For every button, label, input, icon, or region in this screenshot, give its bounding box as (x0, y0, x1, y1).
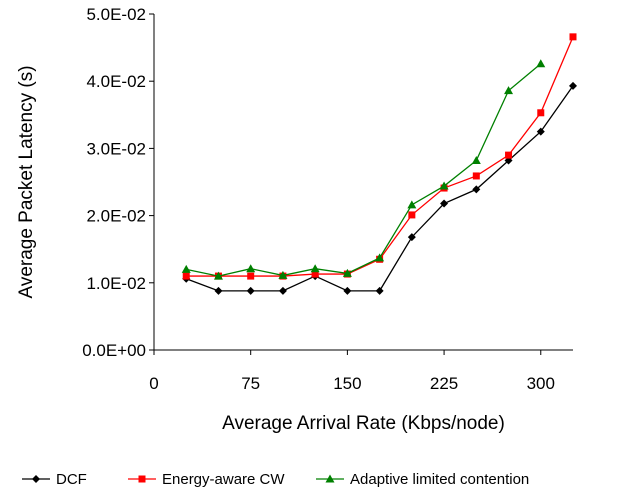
series-line (186, 63, 542, 277)
data-point (278, 286, 287, 295)
axes (149, 13, 573, 355)
data-point (247, 272, 255, 280)
x-tick-label: 300 (527, 374, 555, 393)
data-point (439, 181, 449, 190)
data-point (537, 109, 545, 117)
series-energy-aware-cw (182, 33, 577, 280)
x-axis-title: Average Arrival Rate (Kbps/node) (222, 413, 505, 434)
y-tick-label: 2.0E-02 (86, 207, 146, 226)
legend: DCF Energy-aware CW Adaptive limited conte… (22, 471, 529, 488)
y-tick-label: 0.0E+00 (82, 341, 146, 360)
legend-marker (32, 475, 40, 483)
y-tick-label: 1.0E-02 (86, 274, 146, 293)
legend-item: DCF (22, 471, 87, 488)
plot-area (181, 33, 577, 295)
data-point (246, 286, 255, 295)
x-tick-label: 150 (333, 374, 361, 393)
x-tick-label: 0 (149, 374, 158, 393)
legend-label: DCF (56, 471, 87, 488)
series-dcf (182, 81, 577, 295)
data-point (407, 200, 417, 209)
y-tick-label: 5.0E-02 (86, 5, 146, 24)
data-point (504, 86, 514, 95)
x-tick-label: 225 (430, 374, 458, 393)
data-point (182, 272, 190, 280)
data-point (407, 233, 416, 242)
data-point (213, 271, 223, 280)
series-line (186, 36, 574, 277)
legend-label: Energy-aware CW (162, 471, 285, 488)
tick-labels: 0.0E+00 1.0E-02 2.0E-02 3.0E-02 4.0E-02 5.0E-… (82, 5, 555, 393)
data-point (214, 286, 223, 295)
y-axis-title: Average Packet Latency (s) (16, 65, 37, 298)
data-point (569, 33, 577, 41)
data-point (343, 286, 352, 295)
data-point (440, 199, 449, 208)
legend-marker (138, 475, 146, 483)
data-point (536, 127, 545, 136)
data-point (536, 59, 546, 68)
data-point (181, 264, 191, 273)
series-adaptive-limited-contention (181, 59, 546, 280)
data-point (505, 151, 513, 159)
data-point (472, 185, 481, 194)
data-point (310, 264, 320, 273)
y-tick-label: 4.0E-02 (86, 72, 146, 91)
legend-item: Energy-aware CW (128, 471, 285, 488)
legend-label: Adaptive limited contention (350, 471, 529, 488)
data-point (569, 81, 577, 90)
data-point (246, 264, 256, 273)
y-tick-label: 3.0E-02 (86, 139, 146, 158)
x-tick-label: 75 (241, 374, 260, 393)
data-point (408, 211, 416, 219)
data-point (375, 253, 385, 262)
data-point (342, 268, 352, 277)
data-point (472, 172, 480, 180)
legend-item: Adaptive limited contention (316, 471, 529, 488)
data-point (278, 270, 288, 279)
data-point (311, 270, 319, 278)
data-point (375, 286, 384, 295)
data-point (471, 155, 481, 164)
legend-marker (325, 474, 335, 483)
